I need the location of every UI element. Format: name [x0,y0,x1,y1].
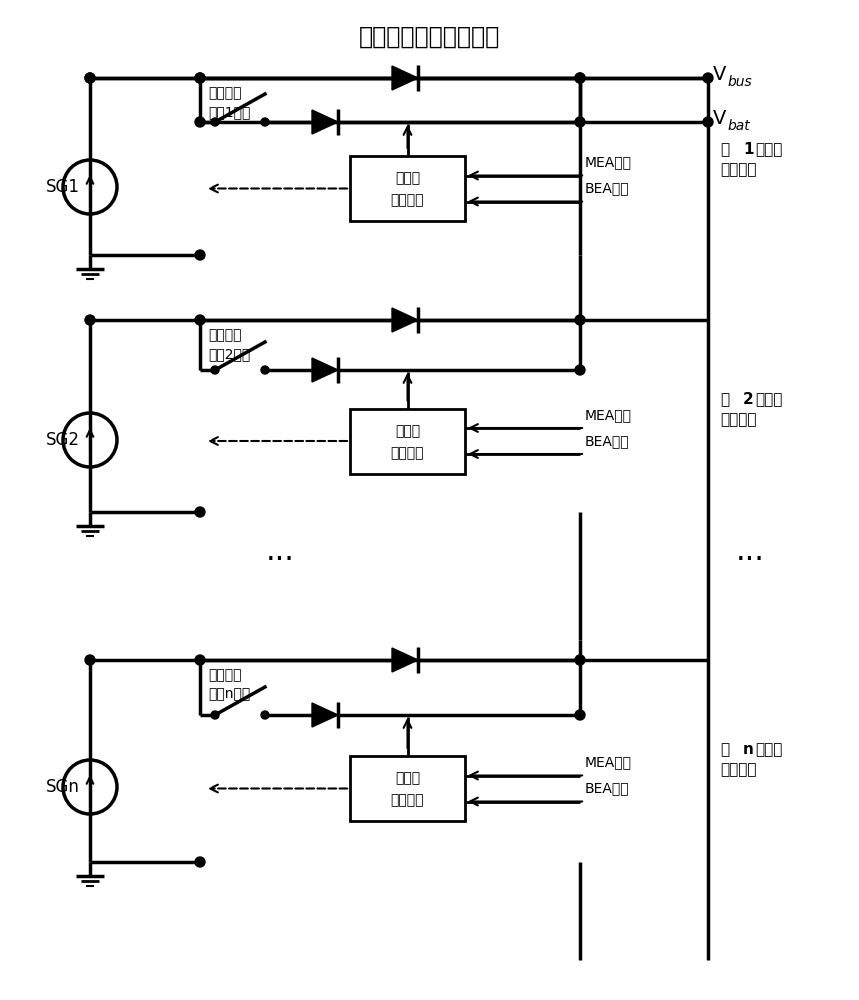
Text: 1: 1 [743,142,753,157]
Circle shape [261,711,269,719]
Text: SG1: SG1 [46,178,80,196]
Text: 太阳电池: 太阳电池 [208,328,241,342]
Text: 控制与: 控制与 [395,172,420,186]
Text: n: n [743,742,754,758]
Text: 级分流: 级分流 [755,742,783,758]
Text: ···: ··· [265,546,295,574]
Bar [350,756,465,821]
Circle shape [575,117,585,127]
Text: V: V [713,64,727,84]
Circle shape [575,315,585,325]
Text: 子阵n电压: 子阵n电压 [208,687,250,701]
Text: 调节电路: 调节电路 [720,762,757,778]
Bar [350,156,465,221]
Text: 级分流: 级分流 [755,142,783,157]
Text: V: V [713,108,727,127]
Circle shape [575,365,585,375]
Circle shape [195,117,205,127]
Text: MEA电压: MEA电压 [585,408,632,422]
Text: bus: bus [728,75,752,89]
Circle shape [195,857,205,867]
Text: BEA电压: BEA电压 [585,182,630,196]
Circle shape [261,118,269,126]
Text: bat: bat [728,119,751,133]
Circle shape [211,366,219,374]
Text: 调节电路: 调节电路 [720,162,757,178]
Text: ···: ··· [735,546,765,574]
Circle shape [85,73,95,83]
Circle shape [195,250,205,260]
Circle shape [195,73,205,83]
Circle shape [85,73,95,83]
Circle shape [85,655,95,665]
Polygon shape [392,66,418,90]
Circle shape [195,655,205,665]
Circle shape [575,73,585,83]
Text: 驱动电路: 驱动电路 [391,446,424,460]
Text: 第: 第 [720,392,729,408]
Polygon shape [312,110,338,134]
Circle shape [575,655,585,665]
Circle shape [211,118,219,126]
Text: 太阳电池: 太阳电池 [208,668,241,682]
Polygon shape [392,648,418,672]
Circle shape [195,507,205,517]
Circle shape [195,73,205,83]
Text: BEA电压: BEA电压 [585,782,630,796]
Text: 串联型顺序开关调节器: 串联型顺序开关调节器 [358,25,500,49]
Polygon shape [392,308,418,332]
Text: MEA电压: MEA电压 [585,756,632,770]
Text: 太阳电池: 太阳电池 [208,86,241,100]
Text: 驱动电路: 驱动电路 [391,194,424,208]
Text: 第: 第 [720,142,729,157]
Circle shape [703,117,713,127]
Text: 控制与: 控制与 [395,772,420,786]
Circle shape [85,315,95,325]
Circle shape [575,73,585,83]
Text: SG2: SG2 [46,431,80,449]
Text: 2: 2 [743,392,753,408]
Circle shape [195,315,205,325]
Circle shape [575,710,585,720]
Text: BEA电压: BEA电压 [585,434,630,448]
Text: MEA电压: MEA电压 [585,155,632,169]
Text: 第: 第 [720,742,729,758]
Circle shape [703,73,713,83]
Circle shape [211,711,219,719]
Text: 子阵1电压: 子阵1电压 [208,105,250,119]
Polygon shape [312,703,338,727]
Circle shape [261,366,269,374]
Text: 子阵2电压: 子阵2电压 [208,347,250,361]
Text: 控制与: 控制与 [395,424,420,438]
Text: SGn: SGn [46,778,80,796]
Text: 级分流: 级分流 [755,392,783,408]
Polygon shape [312,358,338,382]
Text: 驱动电路: 驱动电路 [391,794,424,808]
Bar [350,408,465,474]
Text: 调节电路: 调节电路 [720,412,757,428]
